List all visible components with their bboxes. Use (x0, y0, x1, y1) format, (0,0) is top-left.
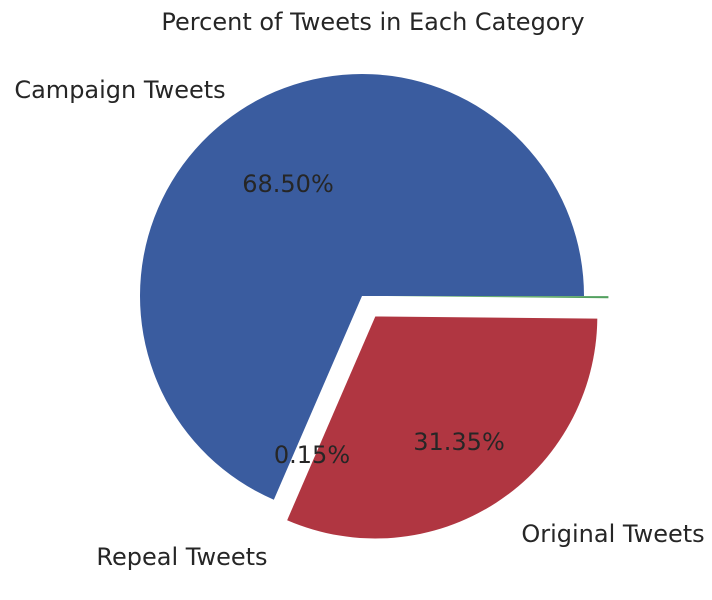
pie-slices (140, 73, 609, 539)
pie-labels: Campaign Tweets Original Tweets Repeal Twe… (14, 76, 704, 571)
percent-label-original-tweets: 31.35% (413, 428, 505, 456)
chart-title: Percent of Tweets in Each Category (161, 8, 584, 36)
pie-slice-campaign-tweets (140, 73, 584, 500)
pie-slice-repeal-tweets (386, 296, 609, 299)
percent-label-campaign-tweets: 68.50% (242, 170, 334, 198)
category-label-campaign-tweets: Campaign Tweets (14, 76, 225, 104)
percent-label-repeal-tweets: 0.15% (274, 441, 350, 469)
pie-slice-original-tweets (287, 316, 598, 539)
category-label-original-tweets: Original Tweets (521, 520, 704, 548)
category-label-repeal-tweets: Repeal Tweets (96, 543, 267, 571)
